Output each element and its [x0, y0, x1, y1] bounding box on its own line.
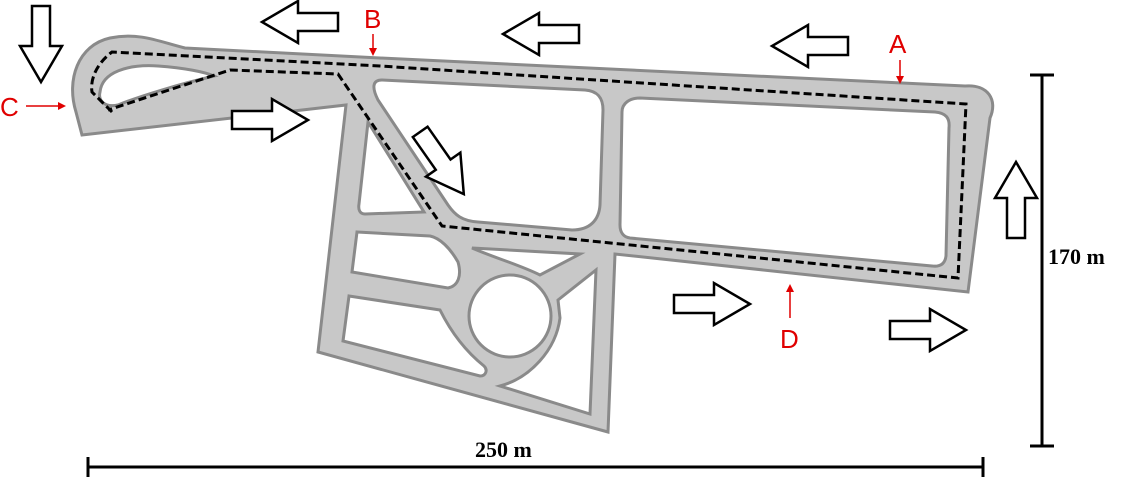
point-label-a: A — [889, 29, 907, 59]
point-label-c: C — [0, 92, 19, 122]
point-marker-d: D — [780, 284, 799, 354]
point-marker-a: A — [889, 29, 907, 84]
point-label-b: B — [364, 4, 381, 34]
width-dimension: 250 m — [86, 437, 985, 477]
point-marker-b: B — [364, 4, 381, 56]
point-marker-c: C — [0, 92, 66, 122]
height-dimension-label: 170 m — [1048, 244, 1105, 269]
height-dimension: 170 m — [1030, 73, 1105, 448]
race-route — [90, 50, 968, 280]
track-outline — [71, 34, 995, 434]
width-dimension-label: 250 m — [475, 437, 532, 462]
point-label-d: D — [780, 324, 799, 354]
